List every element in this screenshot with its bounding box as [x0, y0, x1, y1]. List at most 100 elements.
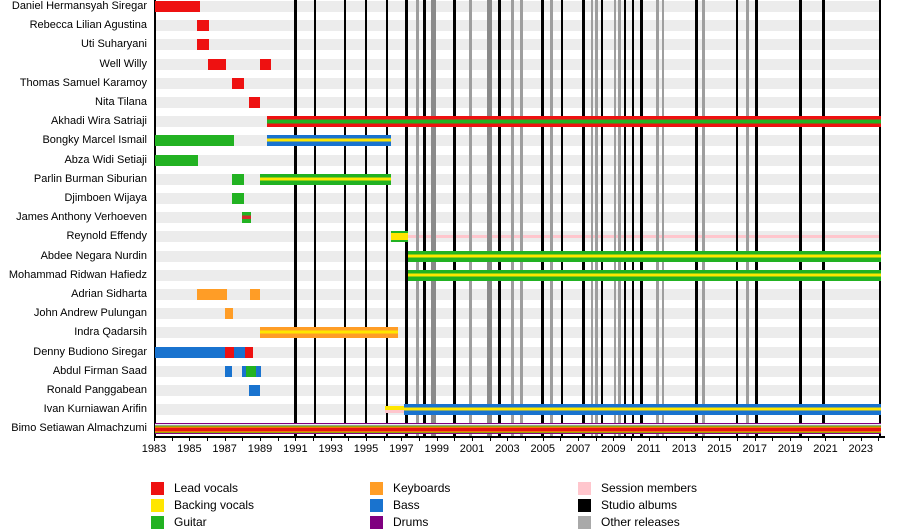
x-axis-tick-label: 1987 [212, 443, 237, 455]
other-release-line [656, 0, 659, 437]
x-axis-tick [419, 437, 421, 441]
x-axis-tick-label: 2005 [530, 443, 555, 455]
member-label: Parlin Burman Siburian [33, 172, 147, 185]
timeline-bar [256, 365, 261, 377]
timeline-bar [155, 423, 881, 435]
studio-album-line [541, 0, 544, 437]
row-band [155, 365, 881, 377]
timeline-bar [245, 346, 253, 358]
x-axis-tick-label: 1997 [389, 443, 414, 455]
timeline-bar [233, 346, 245, 358]
x-axis-tick [313, 437, 315, 441]
x-axis-line [153, 435, 885, 438]
x-axis-tick [330, 437, 332, 441]
x-axis-tick [807, 437, 809, 441]
studio-album-line [640, 0, 643, 437]
legend-swatch-guitar [151, 516, 164, 529]
timeline-bar [260, 173, 391, 185]
member-label: Bongky Marcel Ismail [42, 134, 147, 147]
member-label: Thomas Samuel Karamoy [19, 76, 147, 89]
x-axis-tick-label: 2001 [459, 443, 485, 455]
legend-label: Bass [393, 498, 420, 512]
x-axis-tick [631, 437, 633, 441]
legend-label: Lead vocals [174, 481, 239, 495]
x-axis-tick-label: 1991 [283, 443, 308, 455]
row-band [155, 193, 881, 204]
x-axis-tick [260, 437, 262, 441]
x-axis-tick [525, 437, 527, 441]
studio-album-line [735, 0, 739, 437]
x-axis-tick [348, 437, 350, 441]
timeline-bar [224, 308, 233, 320]
x-axis-tick [436, 437, 438, 441]
timeline-bar [197, 20, 209, 32]
other-release-line [702, 0, 705, 437]
row-band [155, 1, 881, 12]
x-axis-tick-label: 1999 [424, 443, 449, 455]
member-label: Daniel Hermansyah Siregar [11, 0, 147, 12]
other-release-line [618, 0, 621, 437]
timeline-bar [231, 173, 245, 185]
x-axis-tick [295, 437, 297, 441]
member-label: John Andrew Pulungan [33, 307, 147, 320]
other-release-line [746, 0, 749, 437]
x-axis-tick-label: 2011 [636, 443, 661, 455]
studio-album-line [313, 0, 317, 437]
x-axis-tick [595, 437, 597, 441]
studio-album-line [822, 0, 825, 437]
x-axis-tick-label: 2003 [495, 443, 520, 455]
x-axis-tick-label: 1993 [318, 443, 343, 455]
studio-album-line [695, 0, 698, 437]
member-label: Abza Widi Setiaji [64, 153, 147, 166]
timeline-bar [408, 250, 881, 262]
legend-swatch-keyboards [370, 482, 383, 495]
studio-album-line [294, 0, 297, 437]
x-axis-tick [489, 437, 491, 441]
legend-label: Guitar [174, 515, 207, 529]
other-release-line [590, 0, 594, 437]
x-axis-tick [154, 437, 155, 441]
x-axis-tick [737, 437, 739, 441]
row-band [155, 20, 881, 32]
member-label: Ronald Panggabean [46, 384, 147, 396]
timeline-bar [242, 212, 252, 224]
legend-swatch-lead-vocals [151, 482, 164, 495]
x-axis-tick [454, 437, 456, 441]
x-axis-tick [825, 437, 827, 441]
studio-album-line [364, 0, 368, 437]
x-axis-tick [578, 437, 580, 441]
x-axis-tick [189, 437, 191, 441]
studio-album-line [600, 0, 604, 437]
x-axis-tick [754, 437, 756, 441]
x-axis-tick-label: 2023 [848, 443, 874, 455]
studio-album-line [405, 0, 408, 437]
row-band [155, 39, 881, 51]
timeline-bar [155, 1, 200, 12]
studio-album-line [799, 0, 802, 437]
timeline-bar [260, 58, 271, 70]
legend-swatch-studio-albums [578, 499, 591, 512]
x-axis-tick-label: 2021 [813, 443, 838, 455]
member-label: Denny Budiono Siregar [33, 345, 147, 358]
x-axis-tick-label: 2015 [707, 443, 732, 455]
x-axis-tick [472, 437, 474, 441]
timeline-bar [231, 77, 245, 89]
x-axis-tick-label: 2017 [742, 443, 768, 455]
timeline-bar [242, 365, 246, 377]
row-band [155, 77, 881, 89]
x-axis-tick-label: 2013 [671, 443, 697, 455]
other-release-line [595, 0, 598, 437]
member-label: Reynold Effendy [66, 230, 147, 243]
studio-album-line [498, 0, 501, 437]
x-axis-tick [366, 437, 368, 441]
studio-album-line [453, 0, 456, 437]
row-band [155, 289, 881, 300]
row-band [155, 212, 881, 224]
x-axis-tick [560, 437, 562, 441]
x-axis-tick [242, 437, 244, 441]
x-axis-tick [277, 437, 279, 441]
row-band [155, 135, 881, 147]
x-axis-tick [383, 437, 385, 441]
other-release-line [520, 0, 523, 437]
